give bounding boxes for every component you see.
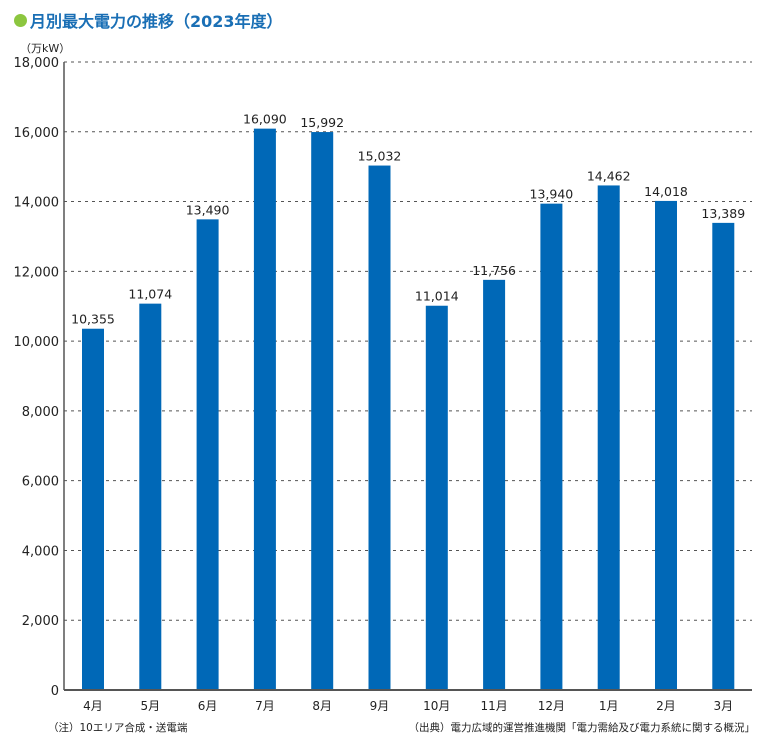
bar [196,219,219,691]
x-tick-label: 6月 [198,699,218,713]
x-tick-label: 5月 [140,699,160,713]
data-label: 14,462 [587,168,631,183]
bullet-icon [14,13,27,27]
y-axis-unit: （万kW） [20,42,71,55]
data-label: 13,389 [701,206,745,221]
y-tick-label: 0 [51,684,59,699]
x-tick-label: 4月 [83,699,103,713]
bar [655,200,677,690]
y-tick-label: 4,000 [22,544,59,559]
y-tick-label: 10,000 [14,335,60,350]
chart-title: 月別最大電力の推移（2023年度） [14,8,283,32]
bar [597,185,620,690]
y-tick-label: 18,000 [14,56,60,71]
bar [253,128,276,691]
bar [483,279,506,690]
bar [540,203,563,690]
y-tick-label: 12,000 [14,265,60,280]
x-tick-label: 9月 [370,699,390,713]
x-tick-label: 12月 [538,699,565,713]
data-label: 13,940 [530,187,574,202]
data-label: 10,355 [71,312,115,327]
y-tick-label: 8,000 [22,405,59,420]
data-label: 11,074 [128,287,172,302]
x-tick-label: 8月 [312,699,332,713]
x-tick-label: 7月 [255,699,275,713]
data-label: 11,014 [415,289,459,304]
data-label: 14,018 [644,184,688,199]
x-tick-label: 11月 [480,699,507,713]
x-tick-label: 1月 [599,699,619,713]
y-tick-label: 6,000 [22,475,59,490]
footnote: （注）10エリア合成・送電端 [48,722,188,734]
source-note: （出典）電力広域的運営推進機関「電力需給及び電力系統に関する概況」 [408,722,756,734]
x-tick-label: 10月 [423,699,450,713]
x-tick-label: 3月 [713,699,733,713]
bar [311,132,334,690]
data-label: 15,992 [300,115,344,130]
y-tick-label: 16,000 [14,126,60,141]
y-tick-label: 14,000 [14,196,60,211]
chart-title-text: 月別最大電力の推移（2023年度） [30,12,283,31]
data-label: 16,090 [243,112,287,127]
data-label: 11,756 [472,263,516,278]
data-label: 15,032 [358,149,402,164]
x-tick-label: 2月 [656,699,676,713]
data-label: 13,490 [186,202,230,217]
bar [712,222,735,690]
bar [82,328,104,690]
bar [368,165,391,690]
y-tick-label: 2,000 [22,614,59,629]
bar [139,303,162,690]
bar [425,305,448,690]
